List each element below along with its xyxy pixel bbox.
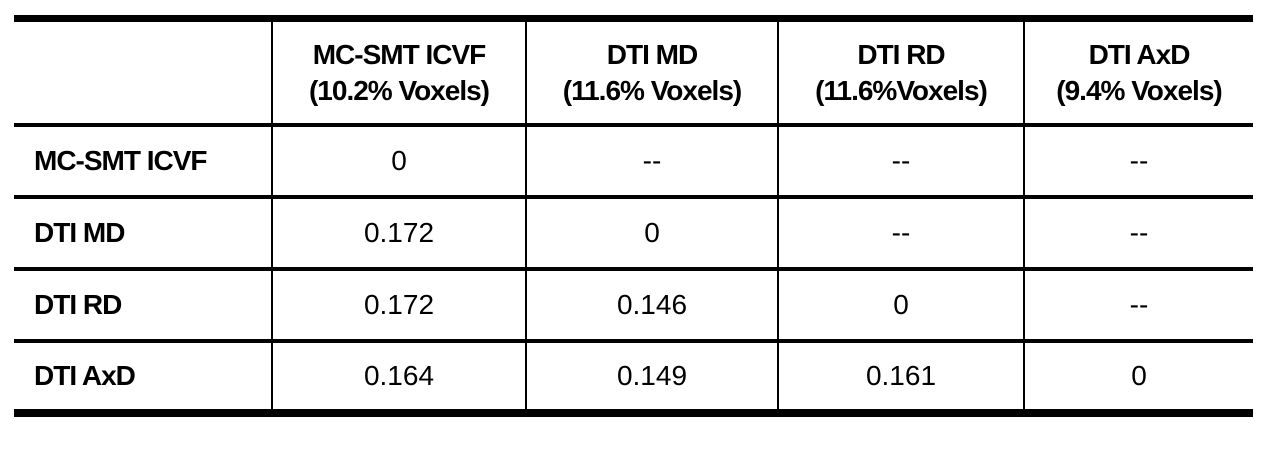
header-title: DTI AxD xyxy=(1088,38,1191,70)
header-cell-dti-md: DTI MD (11.6% Voxels) xyxy=(525,18,778,127)
value-cell: -- xyxy=(777,125,1024,199)
value-cell: 0.161 xyxy=(777,341,1024,413)
value-cell: 0.172 xyxy=(271,197,526,271)
header-subtitle: (11.6% Voxels) xyxy=(562,74,742,106)
value-cell: 0 xyxy=(525,197,778,271)
value-cell: 0 xyxy=(1023,341,1253,413)
header-cell-dti-axd: DTI AxD (9.4% Voxels) xyxy=(1023,18,1253,127)
value-cell: 0.172 xyxy=(271,269,526,343)
value-cell: -- xyxy=(1023,125,1253,199)
value-cell: -- xyxy=(1023,197,1253,271)
table-row-dti-axd: DTI AxD 0.164 0.149 0.161 0 xyxy=(14,341,1253,413)
value-cell: 0.149 xyxy=(525,341,778,413)
header-cell-dti-rd: DTI RD (11.6%Voxels) xyxy=(777,18,1024,127)
header-cell-mc-smt-icvf: MC-SMT ICVF (10.2% Voxels) xyxy=(271,18,526,127)
metric-comparison-table: MC-SMT ICVF (10.2% Voxels) DTI MD (11.6%… xyxy=(14,15,1253,417)
header-title: MC-SMT ICVF xyxy=(312,38,487,70)
table-row-mc-smt-icvf: MC-SMT ICVF 0 -- -- -- xyxy=(14,125,1253,199)
header-title: DTI RD xyxy=(857,38,945,70)
row-label: DTI AxD xyxy=(34,360,136,391)
table-row-dti-md: DTI MD 0.172 0 -- -- xyxy=(14,197,1253,271)
value-cell: -- xyxy=(777,197,1024,271)
table-row-dti-rd: DTI RD 0.172 0.146 0 -- xyxy=(14,269,1253,343)
header-subtitle: (9.4% Voxels) xyxy=(1056,74,1222,106)
header-title: DTI MD xyxy=(606,38,698,70)
header-subtitle: (11.6%Voxels) xyxy=(815,74,988,106)
value-cell: 0 xyxy=(271,125,526,199)
corner-cell xyxy=(14,18,272,127)
value-cell: 0.164 xyxy=(271,341,526,413)
header-row: MC-SMT ICVF (10.2% Voxels) DTI MD (11.6%… xyxy=(14,18,1253,127)
header-subtitle: (10.2% Voxels) xyxy=(308,74,490,106)
row-label: DTI MD xyxy=(14,197,272,271)
row-label: DTI RD xyxy=(14,269,272,343)
value-cell: -- xyxy=(1023,269,1253,343)
value-cell: 0.146 xyxy=(525,269,778,343)
row-label: MC-SMT ICVF xyxy=(14,125,272,199)
value-cell: -- xyxy=(525,125,778,199)
value-cell: 0 xyxy=(777,269,1024,343)
